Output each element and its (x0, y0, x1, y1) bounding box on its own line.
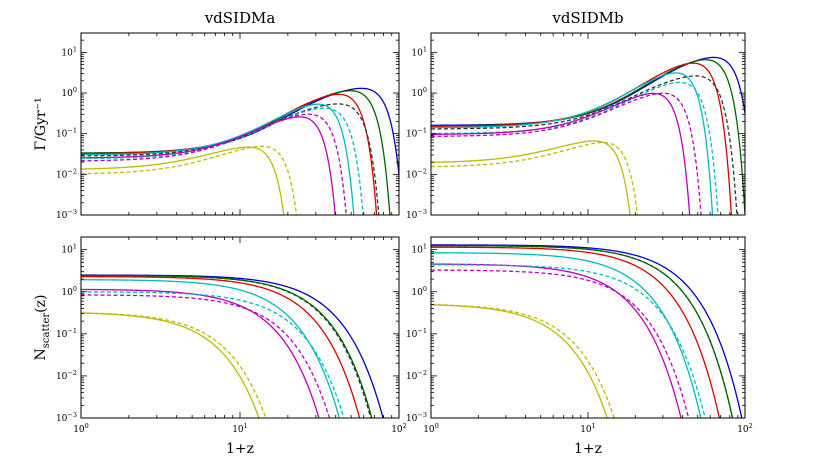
y-tick-label: 10−2 (406, 369, 427, 382)
y-tick-label: 101 (61, 243, 77, 256)
series-magenta-dashed (431, 269, 690, 418)
series-red-solid (81, 275, 361, 418)
ticks (80, 236, 400, 419)
series-red-solid (431, 246, 721, 418)
series-red-solid (81, 93, 378, 215)
panel-title: vdSIDMb (551, 9, 623, 27)
series-magenta-solid (81, 116, 336, 215)
series-cyan-dashed (81, 107, 364, 215)
series-cyan-dashed (81, 291, 345, 418)
y-tick-label: 10−3 (56, 208, 77, 221)
series-red-solid (431, 62, 732, 215)
series-blue-solid (431, 244, 743, 418)
y-tick-label: 10−3 (406, 208, 427, 221)
y-tick-label: 101 (61, 45, 77, 58)
y-tick-label: 10−2 (56, 167, 77, 180)
series-green-solid (431, 59, 745, 215)
series-green-solid (81, 274, 373, 418)
ticks (430, 32, 746, 216)
series-black-dashed (81, 103, 380, 215)
series-green-solid (431, 244, 734, 418)
panel-top-left: 101 100 10−1 10−2 10−3 vdSIDMa Γ/Gyr⁻¹ (33, 9, 400, 221)
series-green-solid (81, 90, 391, 215)
y-tick-label: 10−1 (56, 127, 77, 140)
y-tick-label: 101 (411, 45, 427, 58)
series-cyan-solid (81, 103, 355, 215)
series-magenta-dashed (81, 294, 331, 418)
x-axis-label: 1+z (574, 441, 602, 457)
y-tick-label: 100 (61, 285, 77, 298)
y-tick-label: 10−1 (56, 327, 77, 340)
series-cyan-solid (81, 279, 340, 418)
series-group (81, 87, 399, 215)
y-tick-label: 10−3 (406, 411, 427, 424)
panel-title: vdSIDMa (204, 9, 276, 27)
y-tick-label: 100 (61, 86, 77, 99)
series-group (431, 244, 743, 418)
series-cyan-dashed (431, 264, 706, 418)
y-tick-label: 10−2 (56, 369, 77, 382)
y-axis-label: Γ/Gyr⁻¹ (33, 97, 49, 150)
series-blue-solid (81, 87, 399, 175)
series-yellow-dashed (431, 303, 615, 418)
x-axis-label: 1+z (226, 441, 254, 457)
series-yellow-dashed (81, 312, 267, 418)
series-yellow-dashed (81, 145, 298, 215)
series-group (431, 56, 745, 215)
x-tick-label: 102 (737, 422, 753, 435)
y-tick-label: 100 (411, 285, 427, 298)
series-black-dashed (431, 75, 738, 215)
series-cyan-solid (431, 72, 714, 215)
x-tick-label: 102 (391, 422, 407, 435)
ticks (80, 32, 400, 216)
y-tick-label: 10−3 (56, 411, 77, 424)
series-yellow-solid (81, 146, 285, 215)
series-yellow-solid (81, 312, 260, 418)
panel-top-right: 101 100 10−1 10−2 10−3 vdSIDMb (406, 9, 746, 221)
series-magenta-dashed (431, 92, 702, 215)
series-cyan-dashed (431, 81, 719, 215)
y-tick-label: 101 (411, 243, 427, 256)
series-yellow-solid (431, 140, 631, 215)
y-tick-label: 10−1 (406, 327, 427, 340)
series-group (81, 274, 384, 418)
x-tick-label: 100 (423, 422, 439, 435)
series-yellow-solid (431, 304, 608, 418)
series-magenta-solid (431, 92, 691, 215)
ticks (430, 236, 746, 419)
series-cyan-solid (431, 252, 702, 418)
series-yellow-dashed (431, 141, 639, 215)
y-tick-label: 100 (411, 86, 427, 99)
series-magenta-dashed (81, 113, 347, 215)
series-magenta-solid (81, 288, 320, 418)
x-tick-label: 101 (232, 422, 248, 435)
x-tick-label: 101 (580, 422, 596, 435)
y-tick-label: 10−1 (406, 127, 427, 140)
x-tick-label: 100 (73, 422, 89, 435)
y-tick-label: 10−2 (406, 167, 427, 180)
y-axis-label: Nscatter(z) (33, 295, 52, 361)
